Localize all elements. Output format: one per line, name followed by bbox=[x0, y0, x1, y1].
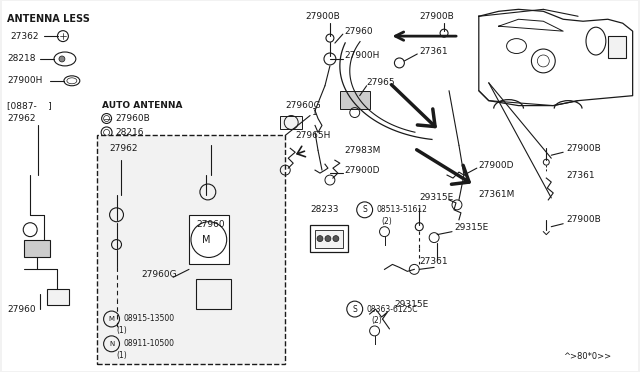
Text: 27960: 27960 bbox=[7, 305, 36, 314]
Text: 28216: 28216 bbox=[116, 128, 144, 137]
Text: 27960G: 27960G bbox=[285, 101, 321, 110]
Text: ^>80*0>>: ^>80*0>> bbox=[563, 352, 611, 361]
Bar bbox=[310, 225, 348, 253]
Text: 27900B: 27900B bbox=[566, 215, 601, 224]
Text: 27900D: 27900D bbox=[345, 166, 380, 174]
Bar bbox=[340, 91, 370, 109]
Text: 27361: 27361 bbox=[419, 257, 448, 266]
Text: 27965: 27965 bbox=[367, 78, 396, 87]
Circle shape bbox=[333, 235, 339, 241]
Text: 27962: 27962 bbox=[109, 144, 138, 153]
Bar bbox=[196, 279, 230, 309]
Bar bbox=[189, 215, 228, 264]
Text: 27362: 27362 bbox=[10, 32, 39, 41]
Text: [0887-    ]: [0887- ] bbox=[7, 101, 52, 110]
Text: 27361: 27361 bbox=[566, 171, 595, 180]
Text: 27900B: 27900B bbox=[305, 12, 340, 21]
Circle shape bbox=[59, 56, 65, 62]
Text: (2): (2) bbox=[381, 217, 392, 226]
Text: 08363-6125C: 08363-6125C bbox=[367, 305, 418, 314]
Text: 27900D: 27900D bbox=[479, 161, 515, 170]
Text: M: M bbox=[109, 316, 115, 322]
Bar bbox=[97, 135, 285, 364]
Text: 27900B: 27900B bbox=[566, 144, 601, 153]
Text: 27960G: 27960G bbox=[141, 270, 177, 279]
Text: (2): (2) bbox=[372, 317, 382, 326]
Text: S: S bbox=[362, 205, 367, 214]
Text: AUTO ANTENNA: AUTO ANTENNA bbox=[102, 101, 182, 110]
Bar bbox=[608, 36, 626, 58]
Text: 27960B: 27960B bbox=[116, 114, 150, 123]
Text: 29315E: 29315E bbox=[454, 223, 488, 232]
Text: 27962: 27962 bbox=[7, 114, 36, 123]
Text: 28218: 28218 bbox=[7, 54, 36, 64]
Circle shape bbox=[317, 235, 323, 241]
Bar bbox=[24, 240, 50, 257]
Text: 27965H: 27965H bbox=[295, 131, 331, 140]
Text: M: M bbox=[202, 235, 210, 245]
Text: 27900B: 27900B bbox=[419, 12, 454, 21]
Text: N: N bbox=[109, 341, 114, 347]
Text: 08915-13500: 08915-13500 bbox=[124, 314, 175, 324]
Text: 27900H: 27900H bbox=[7, 76, 43, 85]
Text: 27960: 27960 bbox=[196, 220, 225, 229]
Text: 08911-10500: 08911-10500 bbox=[124, 339, 175, 348]
Text: 27900H: 27900H bbox=[345, 51, 380, 61]
Bar bbox=[280, 116, 302, 129]
Bar bbox=[315, 230, 343, 247]
Text: (1): (1) bbox=[116, 351, 127, 360]
Text: 1: 1 bbox=[312, 108, 318, 117]
Text: 27361: 27361 bbox=[419, 46, 448, 55]
Text: S: S bbox=[353, 305, 357, 314]
Text: 27960: 27960 bbox=[345, 27, 373, 36]
Text: 28233: 28233 bbox=[310, 205, 339, 214]
Text: 08513-51612: 08513-51612 bbox=[376, 205, 428, 214]
Text: 29315E: 29315E bbox=[394, 299, 429, 309]
Text: (1): (1) bbox=[116, 326, 127, 336]
Bar bbox=[47, 289, 69, 305]
Text: ANTENNA LESS: ANTENNA LESS bbox=[7, 14, 90, 24]
Text: 29315E: 29315E bbox=[419, 193, 454, 202]
Circle shape bbox=[325, 235, 331, 241]
Text: 27983M: 27983M bbox=[345, 146, 381, 155]
Text: 27361M: 27361M bbox=[479, 190, 515, 199]
